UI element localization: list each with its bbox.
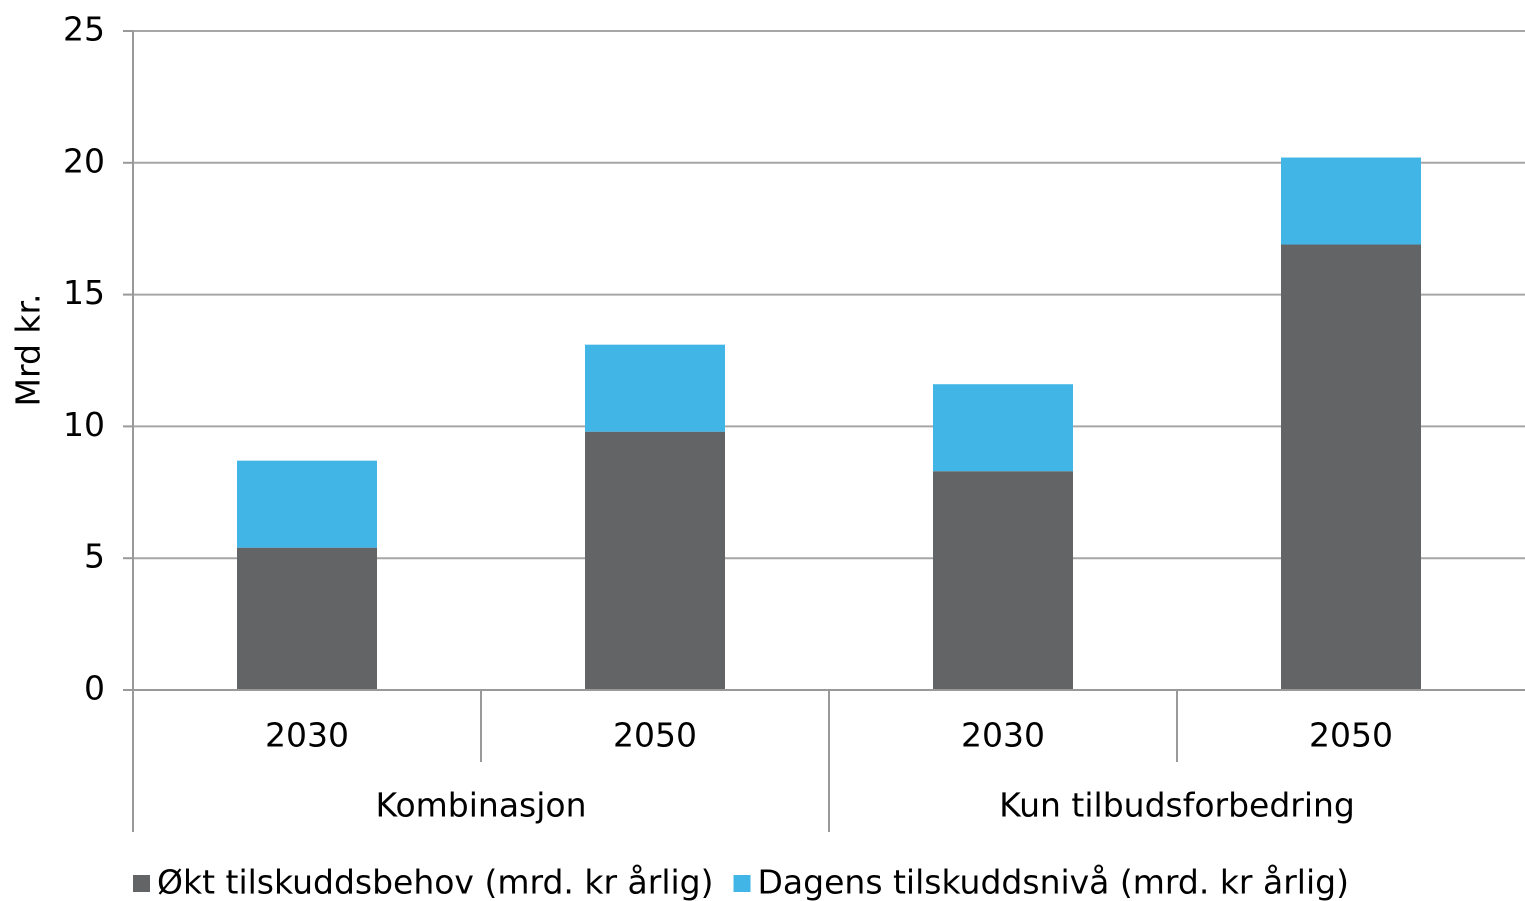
legend-swatch [133, 875, 150, 892]
bar-segment [1281, 244, 1421, 691]
bar-segment [585, 344, 725, 432]
legend-label: Økt tilskuddsbehov (mrd. kr årlig) [157, 863, 714, 901]
y-tick-label: 15 [63, 273, 105, 312]
y-tick-label: 0 [84, 669, 105, 708]
group-label: Kombinasjon [375, 786, 586, 825]
x-tick-label: 2030 [961, 716, 1045, 755]
bar-segment [1281, 157, 1421, 245]
group-label: Kun tilbudsforbedring [999, 786, 1355, 825]
y-axis-label: Mrd kr. [9, 293, 48, 406]
legend-label: Dagens tilskuddsnivå (mrd. kr årlig) [758, 863, 1349, 901]
x-tick-label: 2030 [265, 716, 349, 755]
bar-segment [237, 460, 377, 548]
y-tick-label: 25 [63, 10, 105, 49]
bar-segment [237, 547, 377, 690]
bar-segment [933, 384, 1073, 472]
bar-segment [585, 431, 725, 690]
y-tick-label: 20 [63, 141, 105, 180]
y-tick-label: 5 [84, 537, 105, 576]
x-tick-label: 2050 [1309, 716, 1393, 755]
y-tick-label: 10 [63, 405, 105, 444]
x-tick-label: 2050 [613, 716, 697, 755]
bar-segment [933, 471, 1073, 690]
legend-swatch [733, 875, 751, 892]
